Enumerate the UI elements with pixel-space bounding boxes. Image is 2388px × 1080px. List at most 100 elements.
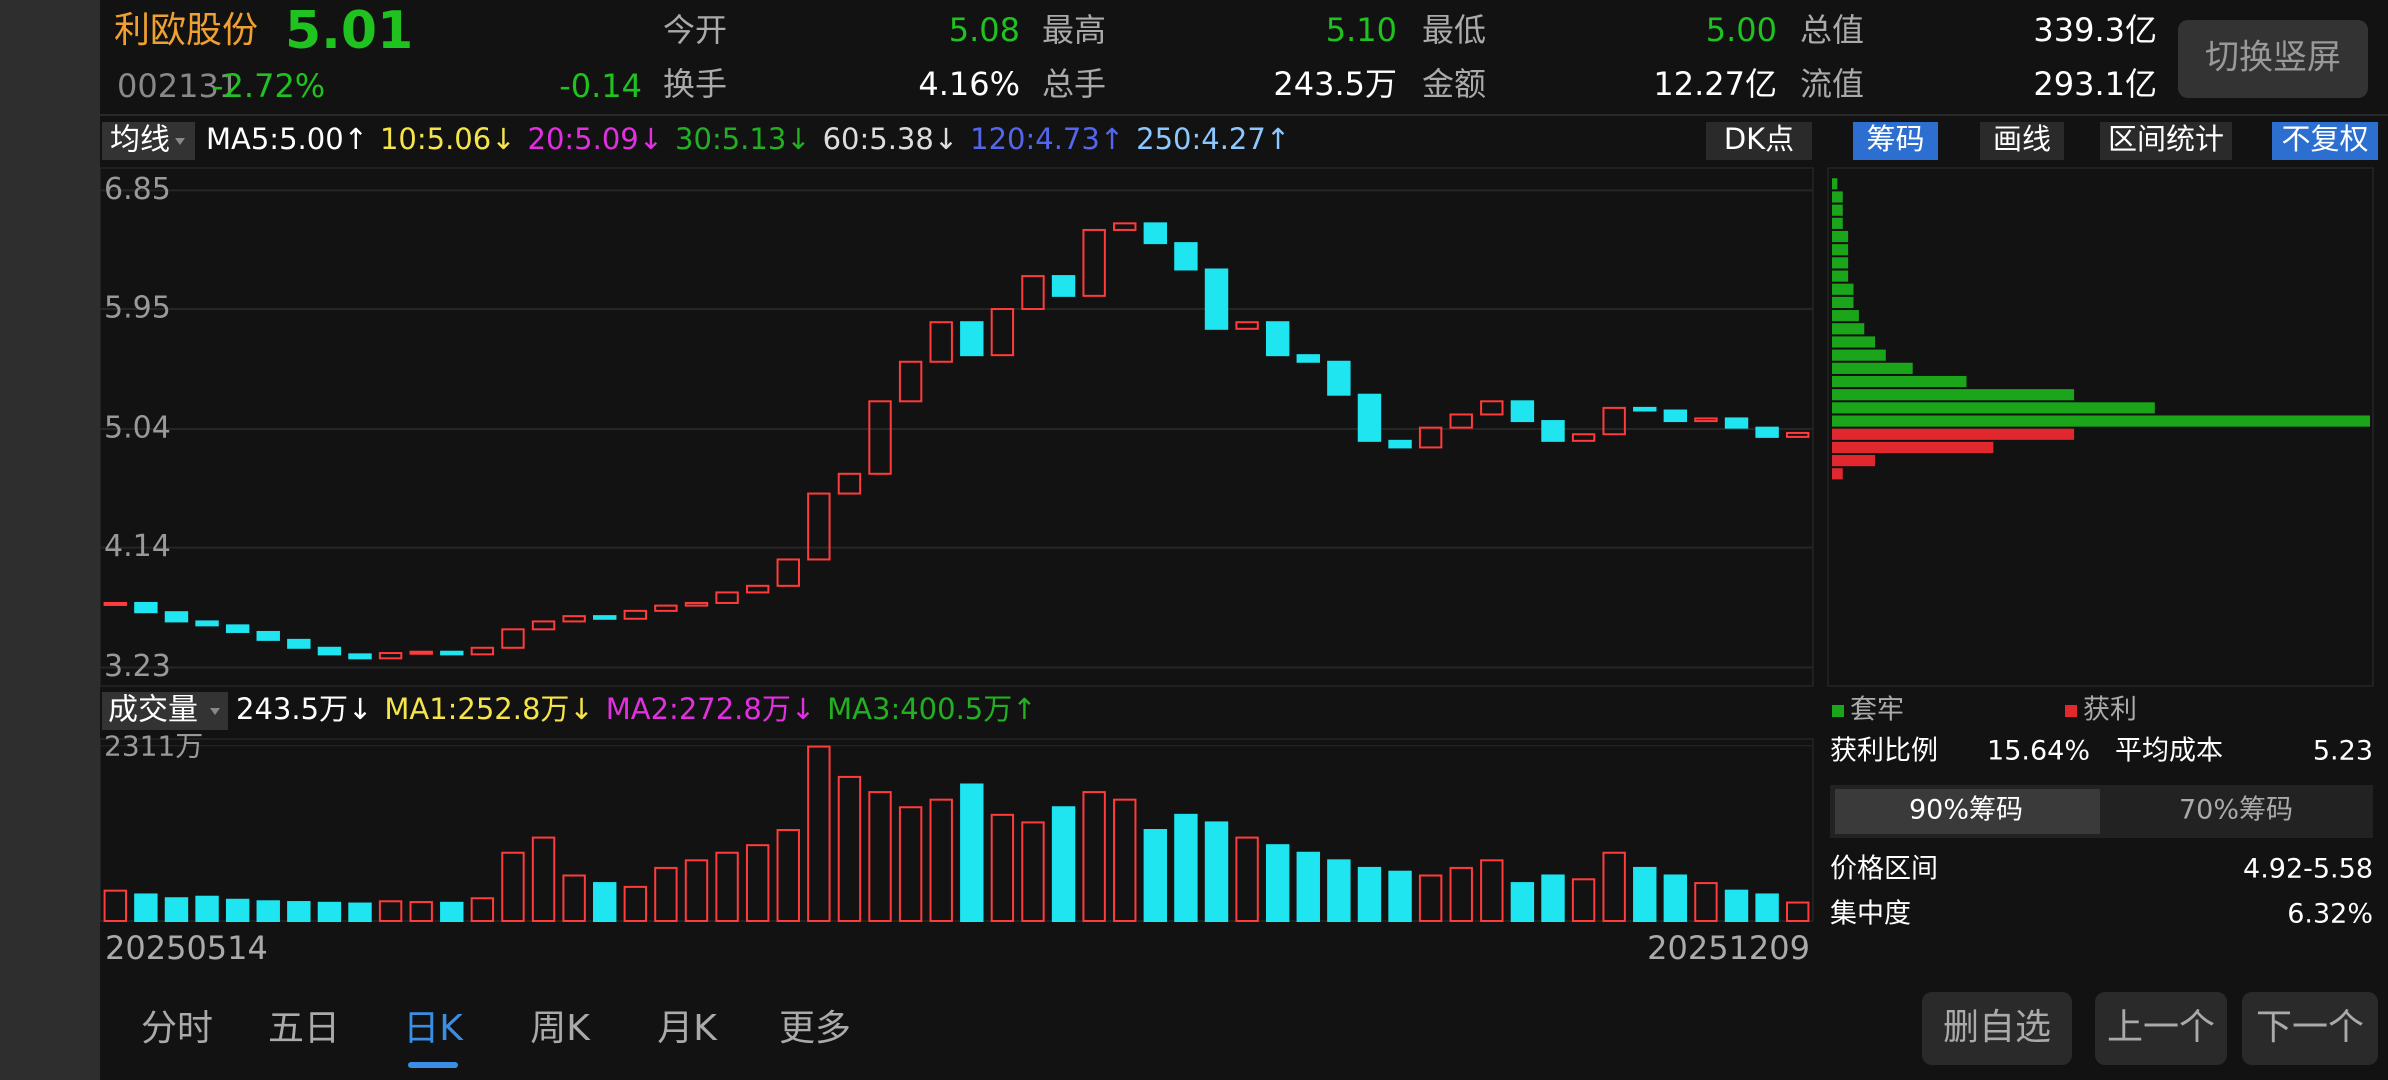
tool-label[interactable]: 不复权 bbox=[2281, 122, 2368, 156]
candle bbox=[1082, 228, 1106, 297]
chip-bar bbox=[1832, 310, 1859, 322]
candle bbox=[1755, 426, 1779, 438]
chip-bar bbox=[1832, 217, 1843, 229]
dropdown-icon bbox=[175, 138, 185, 145]
stat-value: 243.5万 bbox=[1273, 65, 1397, 103]
candle bbox=[256, 630, 280, 641]
y-tick-label: 5.95 bbox=[104, 291, 171, 326]
volume-bar bbox=[807, 745, 831, 922]
tool-button[interactable] bbox=[2100, 122, 2232, 160]
candle bbox=[470, 646, 495, 656]
tab[interactable]: 五日 bbox=[268, 1008, 340, 1049]
y-tick-label: 5.04 bbox=[104, 410, 171, 445]
volume-bar bbox=[1755, 893, 1779, 922]
volume-bar bbox=[134, 893, 158, 922]
candle bbox=[103, 601, 128, 606]
candle bbox=[1541, 420, 1565, 442]
candle bbox=[1113, 222, 1137, 231]
candle bbox=[1510, 400, 1535, 423]
volume-bar bbox=[1510, 882, 1535, 922]
change: -0.14 bbox=[559, 67, 642, 105]
chip-frame bbox=[1827, 167, 2374, 687]
tool-label[interactable]: 画线 bbox=[1993, 122, 2051, 156]
orientation-button[interactable] bbox=[2178, 20, 2368, 98]
toggle-active[interactable] bbox=[1835, 789, 2100, 834]
chip-bar bbox=[1832, 415, 2370, 427]
candle bbox=[1265, 321, 1290, 357]
volume-selector[interactable] bbox=[102, 692, 228, 730]
chip-bar bbox=[1832, 296, 1854, 309]
tab[interactable]: 分时 bbox=[141, 1008, 213, 1049]
action-label[interactable]: 上一个 bbox=[2107, 1007, 2215, 1048]
tab[interactable]: 更多 bbox=[779, 1008, 851, 1049]
candle bbox=[562, 615, 586, 623]
volume-bar bbox=[1694, 882, 1718, 922]
volume-bar bbox=[103, 889, 128, 923]
volume-bar bbox=[1357, 866, 1382, 923]
stat-value: 15.64% bbox=[1987, 736, 2090, 767]
chip-bar bbox=[1832, 402, 2155, 414]
stat-label: 最低 bbox=[1422, 11, 1486, 49]
candle bbox=[1204, 268, 1229, 330]
toggle-option[interactable]: 90%筹码 bbox=[1909, 795, 2023, 826]
chip-bar bbox=[1832, 455, 1876, 467]
tab[interactable]: 周K bbox=[530, 1008, 591, 1049]
action-button[interactable] bbox=[2095, 992, 2227, 1065]
tool-button[interactable] bbox=[1853, 122, 1938, 160]
volume-bar bbox=[1265, 844, 1290, 923]
candle bbox=[287, 638, 311, 649]
tab[interactable]: 月K bbox=[657, 1008, 718, 1049]
candle bbox=[1480, 400, 1504, 416]
chip-bar bbox=[1832, 336, 1876, 348]
stat-value: 5.23 bbox=[2313, 736, 2373, 767]
indicator: 30:5.13↓ bbox=[675, 122, 811, 156]
volume-bar bbox=[1051, 806, 1076, 922]
volume-bar bbox=[776, 829, 800, 922]
dropdown-icon bbox=[210, 708, 220, 715]
volume-bar bbox=[1113, 798, 1137, 923]
candle bbox=[1571, 433, 1596, 442]
action-label[interactable]: 下一个 bbox=[2256, 1007, 2364, 1048]
action-button[interactable] bbox=[1922, 992, 2072, 1065]
chip-bar bbox=[1832, 349, 1886, 361]
dk-label[interactable]: DK点 bbox=[1724, 122, 1794, 156]
volume-bar bbox=[1296, 851, 1320, 922]
y-tick-label: 3.23 bbox=[104, 649, 171, 684]
action-button[interactable] bbox=[2242, 992, 2378, 1065]
candle bbox=[1051, 275, 1076, 297]
candle bbox=[1357, 393, 1382, 442]
stat-value: 4.92-5.58 bbox=[2243, 854, 2373, 885]
toggle-option[interactable]: 70%筹码 bbox=[2179, 795, 2293, 826]
candle bbox=[1418, 426, 1443, 449]
indicator: MA5:5.00↑ bbox=[206, 122, 368, 156]
volume-bar bbox=[868, 791, 892, 922]
volume-bar bbox=[440, 901, 464, 922]
tool-button[interactable] bbox=[1980, 122, 2064, 160]
chip-bar bbox=[1832, 362, 1913, 374]
stat-label: 价格区间 bbox=[1830, 854, 1938, 885]
candle bbox=[715, 591, 739, 604]
candle bbox=[1174, 242, 1198, 271]
volume-bar bbox=[1602, 851, 1626, 922]
volume-bar bbox=[745, 844, 770, 923]
action-label[interactable]: 删自选 bbox=[1943, 1007, 2051, 1048]
tool-button[interactable] bbox=[2272, 122, 2378, 160]
dk-button[interactable] bbox=[1706, 122, 1812, 160]
candle bbox=[929, 321, 953, 363]
volume-selector-label[interactable]: 成交量 bbox=[108, 693, 198, 728]
ma-selector-label[interactable]: 均线 bbox=[110, 123, 170, 158]
ma-items: MA5:5.00↑ 10:5.06↓ 20:5.09↓ 30:5.13↓ 60:5.38… bbox=[206, 122, 1290, 156]
stat-value: 4.16% bbox=[918, 65, 1020, 103]
volume-bar bbox=[715, 851, 739, 922]
stat-label: 总值 bbox=[1800, 11, 1864, 49]
chip-bar bbox=[1832, 191, 1843, 203]
orientation-label[interactable]: 切换竖屏 bbox=[2205, 38, 2341, 78]
stat-value: 293.1亿 bbox=[2033, 65, 2157, 103]
candle bbox=[898, 360, 923, 403]
candle bbox=[134, 601, 158, 614]
stat-label: 获利比例 bbox=[1830, 736, 1938, 767]
tool-label[interactable]: 筹码 bbox=[1866, 122, 1924, 156]
stat-label: 平均成本 bbox=[2115, 736, 2223, 767]
tool-label[interactable]: 区间统计 bbox=[2108, 122, 2224, 156]
tab[interactable]: 日K bbox=[403, 1008, 464, 1049]
